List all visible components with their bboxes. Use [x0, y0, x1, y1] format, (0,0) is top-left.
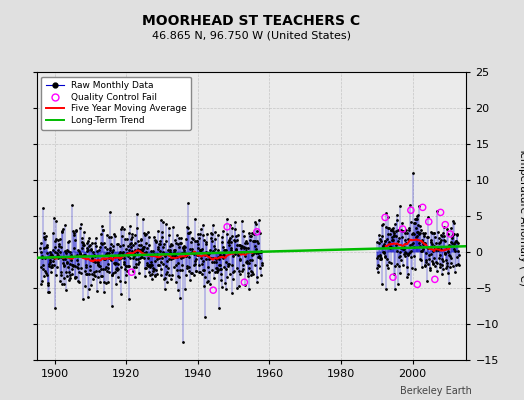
- Y-axis label: Temperature Anomaly (°C): Temperature Anomaly (°C): [518, 146, 524, 286]
- Point: [381, 214, 389, 221]
- Point: [127, 269, 136, 275]
- Point: [240, 279, 248, 286]
- Point: [223, 224, 232, 230]
- Text: MOORHEAD ST TEACHERS C: MOORHEAD ST TEACHERS C: [143, 14, 361, 28]
- Point: [253, 229, 261, 235]
- Point: [413, 281, 421, 288]
- Point: [407, 207, 415, 214]
- Point: [441, 222, 450, 228]
- Point: [389, 274, 397, 280]
- Point: [436, 209, 445, 216]
- Point: [419, 204, 427, 210]
- Text: 46.865 N, 96.750 W (United States): 46.865 N, 96.750 W (United States): [152, 30, 351, 40]
- Point: [209, 287, 217, 293]
- Point: [424, 218, 433, 225]
- Point: [398, 226, 407, 232]
- Text: Berkeley Earth: Berkeley Earth: [400, 386, 472, 396]
- Legend: Raw Monthly Data, Quality Control Fail, Five Year Moving Average, Long-Term Tren: Raw Monthly Data, Quality Control Fail, …: [41, 76, 191, 130]
- Point: [431, 276, 439, 282]
- Point: [446, 231, 454, 237]
